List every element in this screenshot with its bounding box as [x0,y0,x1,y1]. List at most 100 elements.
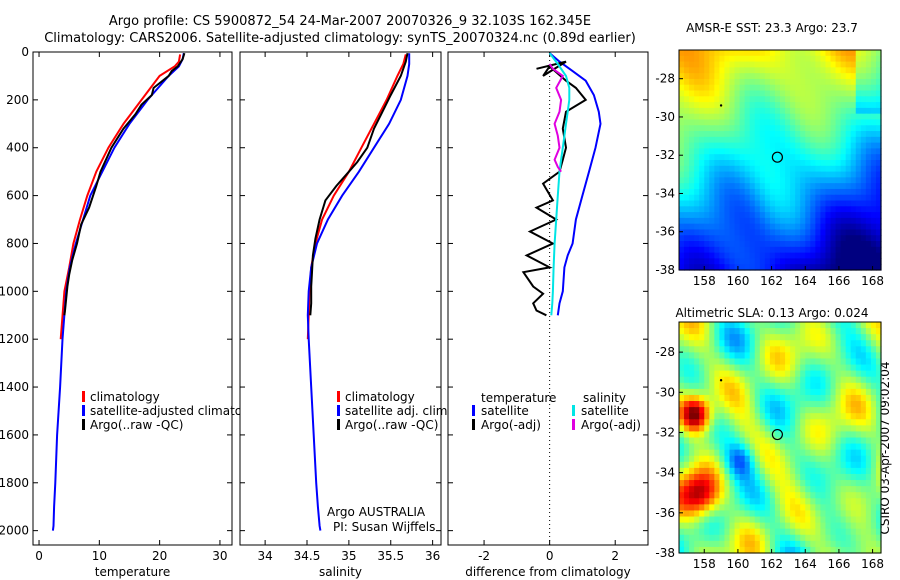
map-cell [679,358,685,366]
map-cell [790,177,796,184]
map-cell [870,516,877,524]
map-cell [835,461,842,469]
map-cell [855,235,862,242]
map-cell [785,142,791,150]
map-cell [815,177,821,184]
map-cell [734,107,741,115]
map-cell [734,328,741,335]
map-cell [704,322,710,329]
legend-label: Argo(..raw -QC) [90,418,183,432]
y-tick-label: 2000 [0,524,29,538]
map-cell [769,522,776,530]
map-cell [850,119,857,126]
map-cell [709,131,715,138]
map-cell [870,370,877,378]
map-cell [679,364,685,372]
map-cell [694,522,700,530]
map-cell [830,119,837,126]
map-cell [689,382,695,390]
map-cell [820,55,827,63]
map-cell [764,73,771,80]
map-cell [830,486,837,493]
map-cell [739,235,746,242]
map-cell [684,516,690,524]
map-cell [729,160,736,167]
map-cell [734,522,741,530]
map-cell [709,241,715,248]
map-cell [865,131,872,138]
map-cell [825,188,832,196]
map-cell [790,229,796,236]
map-cell [769,461,776,469]
map-cell [795,165,801,173]
map-cell [820,73,827,80]
map-cell [729,449,736,457]
map-cell [744,200,751,207]
map-cell [729,388,736,396]
map-cell [810,136,816,144]
map-cell [704,84,710,92]
map-cell [785,352,791,360]
map-cell [754,461,761,469]
map-cell [785,413,791,420]
map-cell [739,346,746,353]
map-cell [694,540,700,548]
map-cell [850,188,857,196]
map-cell [744,125,751,132]
map-cell [754,510,761,518]
map-cell [820,407,827,414]
map-cell [769,252,776,260]
map-cell [774,364,781,372]
map-cell [719,340,726,347]
map-cell [855,212,862,219]
map-cell [870,492,877,499]
map-cell [860,437,867,445]
map-cell [820,534,827,542]
map-cell [860,217,867,225]
map-cell [774,546,781,554]
map-cell [704,73,710,80]
map-cell [689,183,695,190]
map-cell [759,84,766,92]
map-cell [835,419,842,426]
map-cell [810,107,816,115]
map-cell [855,50,862,57]
map-cell [830,334,837,341]
map-cell [714,455,720,463]
map-cell [830,431,837,439]
map-cell [840,177,847,184]
map-cell [785,522,791,530]
map-cell [835,252,842,260]
map-cell [820,165,827,173]
map-x-tick-label: 164 [794,557,817,571]
map-cell [759,443,766,451]
map-cell [845,241,852,248]
map-cell [835,388,842,396]
map-cell [865,504,872,512]
map-cell [870,206,877,213]
map-cells [679,322,882,554]
map-cell [749,425,756,433]
map-cell [790,516,796,524]
map-cell [860,407,867,414]
map-cell [759,498,766,505]
map-cell [769,183,776,190]
map-cell [739,322,746,329]
map-cell [795,177,801,184]
map-cell [699,102,705,109]
map-cell [805,340,811,347]
legend-swatch [337,419,340,430]
map-cell [689,177,695,184]
map-cell [754,154,761,161]
map-cell [724,90,731,97]
y-tick-label: 1400 [0,380,29,394]
map-cell [830,382,837,390]
map-cell [875,492,882,499]
map-cell [795,498,801,505]
map-cell [860,78,867,86]
map-cell [830,516,837,524]
map-cell [739,125,746,132]
map-cell [769,540,776,548]
map-cell [820,449,827,457]
map-cell [860,498,867,505]
